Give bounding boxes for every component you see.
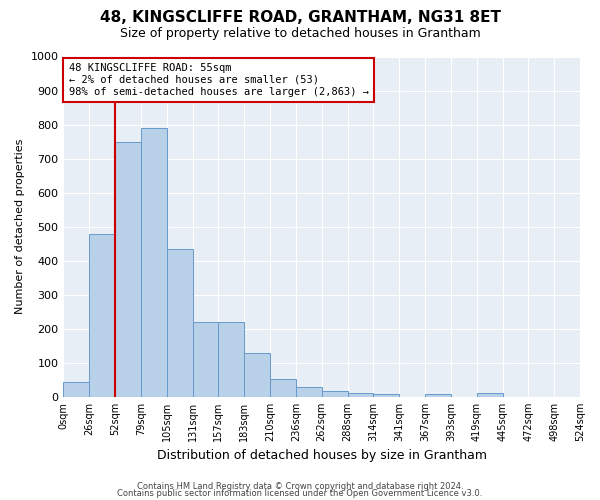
Bar <box>141 128 167 397</box>
Bar <box>89 234 115 397</box>
Bar <box>296 386 322 397</box>
Text: 48 KINGSCLIFFE ROAD: 55sqm
← 2% of detached houses are smaller (53)
98% of semi-: 48 KINGSCLIFFE ROAD: 55sqm ← 2% of detac… <box>68 64 368 96</box>
Text: Contains public sector information licensed under the Open Government Licence v3: Contains public sector information licen… <box>118 490 482 498</box>
Bar <box>270 379 296 397</box>
Bar <box>322 391 347 397</box>
Bar <box>244 352 270 397</box>
Bar <box>373 394 399 397</box>
Bar <box>64 382 89 397</box>
Bar <box>218 322 244 397</box>
Bar <box>193 322 218 397</box>
Text: Contains HM Land Registry data © Crown copyright and database right 2024.: Contains HM Land Registry data © Crown c… <box>137 482 463 491</box>
Bar <box>347 393 373 397</box>
Bar <box>167 249 193 397</box>
Bar <box>115 142 141 397</box>
Text: Size of property relative to detached houses in Grantham: Size of property relative to detached ho… <box>119 28 481 40</box>
Y-axis label: Number of detached properties: Number of detached properties <box>15 139 25 314</box>
Text: 48, KINGSCLIFFE ROAD, GRANTHAM, NG31 8ET: 48, KINGSCLIFFE ROAD, GRANTHAM, NG31 8ET <box>100 10 500 25</box>
Bar <box>476 393 503 397</box>
Bar <box>425 394 451 397</box>
X-axis label: Distribution of detached houses by size in Grantham: Distribution of detached houses by size … <box>157 450 487 462</box>
